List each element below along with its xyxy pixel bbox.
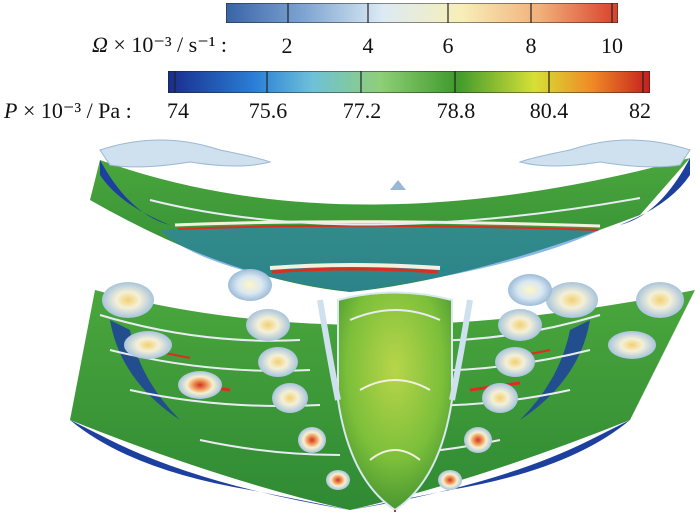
vorticity-tick: 10 xyxy=(601,33,623,58)
vortex-cores xyxy=(102,269,684,490)
vorticity-tick: 2 xyxy=(281,33,293,58)
pressure-label: P × 10⁻³ / Pa : xyxy=(4,98,132,124)
vorticity-label: Ω × 10⁻³ / s⁻¹ : xyxy=(92,32,227,58)
vorticity-tick: 4 xyxy=(362,33,374,58)
pressure-tick: 74 xyxy=(167,98,189,123)
fuselage xyxy=(317,291,473,512)
pressure-tick: 78.8 xyxy=(436,98,476,123)
pressure-tick: 77.2 xyxy=(342,98,382,123)
pressure-tick: 75.6 xyxy=(248,98,288,123)
vorticity-tick: 8 xyxy=(525,33,537,58)
upper-wing-section xyxy=(90,139,691,292)
vorticity-colorbar xyxy=(226,3,618,23)
pressure-symbol: P xyxy=(4,98,18,123)
pressure-tick: 82 xyxy=(629,98,651,123)
vorticity-symbol: Ω xyxy=(92,32,108,57)
pressure-colorbar xyxy=(168,71,650,93)
pressure-unit: × 10⁻³ / Pa : xyxy=(22,98,132,123)
vorticity-tick: 6 xyxy=(442,33,454,58)
vorticity-unit: × 10⁻³ / s⁻¹ : xyxy=(113,32,228,57)
pressure-tick: 80.4 xyxy=(529,98,569,123)
